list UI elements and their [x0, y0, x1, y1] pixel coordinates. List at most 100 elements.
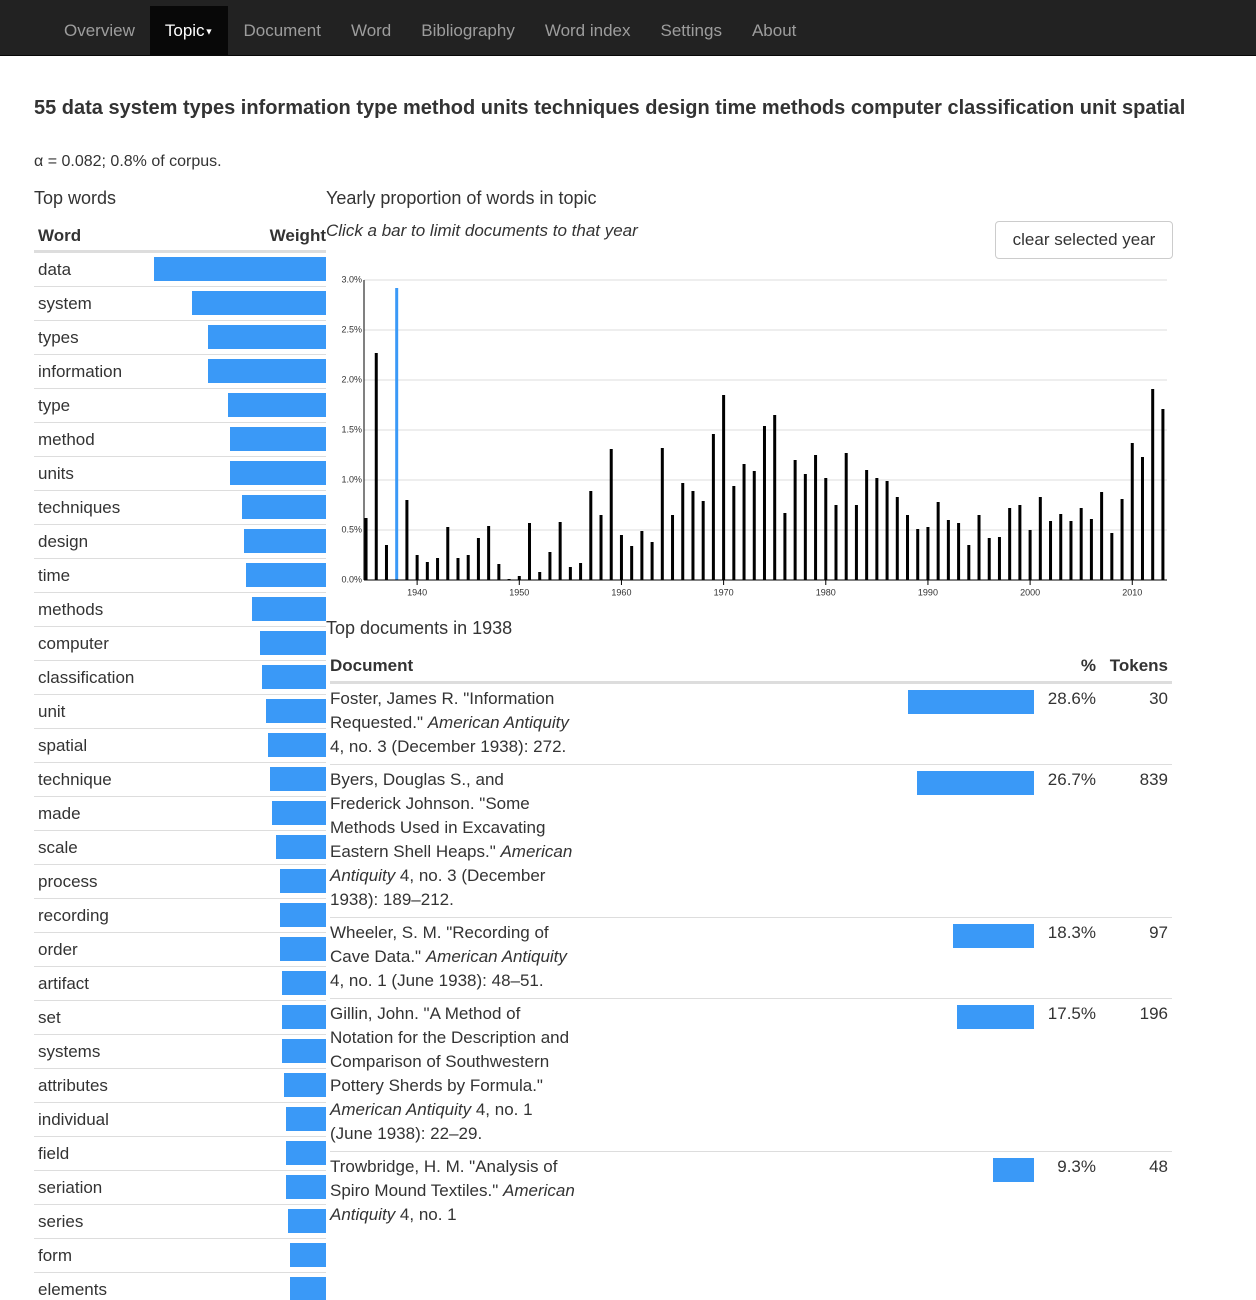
bar[interactable] [660, 448, 664, 580]
word-row[interactable]: time [34, 558, 326, 592]
bar[interactable] [1120, 499, 1124, 580]
bar[interactable] [1151, 389, 1155, 580]
bar[interactable] [446, 527, 450, 580]
bar[interactable] [1038, 497, 1042, 580]
bar[interactable] [364, 518, 368, 580]
bar[interactable] [793, 460, 797, 580]
bar[interactable] [436, 558, 440, 580]
word-row[interactable]: process [34, 864, 326, 898]
bar[interactable] [987, 538, 991, 580]
bar[interactable] [609, 449, 613, 580]
word-row[interactable]: spatial [34, 728, 326, 762]
nav-item[interactable]: Overview [49, 6, 150, 56]
bar[interactable] [558, 522, 562, 580]
word-row[interactable]: data [34, 252, 326, 286]
bar[interactable] [752, 471, 756, 580]
word-row[interactable]: computer [34, 626, 326, 660]
bar[interactable] [1069, 521, 1073, 580]
bar[interactable] [895, 497, 899, 580]
bar[interactable] [1008, 508, 1012, 580]
bar[interactable] [824, 478, 828, 580]
bar[interactable] [528, 523, 532, 580]
bar[interactable] [630, 546, 634, 580]
bar[interactable] [538, 572, 542, 580]
bar[interactable] [1089, 519, 1093, 580]
word-row[interactable]: design [34, 524, 326, 558]
word-row[interactable]: methods [34, 592, 326, 626]
bar[interactable] [783, 513, 787, 580]
nav-item[interactable]: Topic▼ [149, 6, 229, 56]
nav-item[interactable]: Document [228, 6, 335, 56]
bar[interactable] [773, 415, 777, 580]
word-row[interactable]: form [34, 1238, 326, 1272]
bar[interactable] [579, 563, 583, 580]
word-row[interactable]: field [34, 1136, 326, 1170]
word-row[interactable]: classification [34, 660, 326, 694]
bar[interactable] [946, 520, 950, 580]
bar[interactable] [906, 515, 910, 580]
bar[interactable] [814, 455, 818, 580]
word-row[interactable]: order [34, 932, 326, 966]
bar[interactable] [967, 545, 971, 580]
word-row[interactable]: set [34, 1000, 326, 1034]
bar[interactable] [844, 453, 848, 580]
word-row[interactable]: systems [34, 1034, 326, 1068]
bar[interactable] [671, 515, 675, 580]
word-row[interactable]: technique [34, 762, 326, 796]
bar[interactable] [568, 567, 572, 580]
bar[interactable] [762, 426, 766, 580]
word-row[interactable]: method [34, 422, 326, 456]
word-row[interactable]: type [34, 388, 326, 422]
document[interactable]: Foster, James R. "Information Requested.… [330, 687, 575, 759]
word-row[interactable]: individual [34, 1102, 326, 1136]
bar[interactable] [957, 523, 961, 580]
word-row[interactable]: seriation [34, 1170, 326, 1204]
bar[interactable] [589, 491, 593, 580]
bar[interactable] [803, 474, 807, 580]
bar[interactable] [374, 353, 378, 580]
bar[interactable] [650, 542, 654, 580]
bar[interactable] [425, 562, 429, 580]
word-row[interactable]: elements [34, 1272, 326, 1300]
nav-item[interactable]: Settings [646, 6, 737, 56]
bar[interactable] [476, 538, 480, 580]
word-row[interactable]: techniques [34, 490, 326, 524]
nav-item[interactable]: Word [336, 6, 406, 56]
bar[interactable] [1028, 530, 1032, 580]
bar[interactable] [691, 491, 695, 580]
document[interactable]: Gillin, John. "A Method of Notation for … [330, 1002, 575, 1146]
word-row[interactable]: information [34, 354, 326, 388]
bar[interactable] [926, 527, 930, 580]
nav-item[interactable]: Bibliography [406, 6, 530, 56]
word-row[interactable]: recording [34, 898, 326, 932]
bar[interactable] [916, 529, 920, 580]
word-row[interactable]: made [34, 796, 326, 830]
word-row[interactable]: attributes [34, 1068, 326, 1102]
bar[interactable] [732, 486, 736, 580]
bar[interactable] [865, 470, 869, 580]
document[interactable]: Trowbridge, H. M. "Analysis of Spiro Mou… [330, 1155, 575, 1227]
bar[interactable] [681, 483, 685, 580]
document[interactable]: Byers, Douglas S., and Frederick Johnson… [330, 768, 575, 912]
bar[interactable] [456, 558, 460, 580]
word-row[interactable]: series [34, 1204, 326, 1238]
bar[interactable] [487, 526, 491, 580]
bar[interactable] [640, 531, 644, 580]
bar[interactable] [875, 478, 879, 580]
bar[interactable] [1049, 521, 1053, 580]
bar[interactable] [415, 555, 419, 580]
bar[interactable] [466, 555, 470, 580]
word-row[interactable]: units [34, 456, 326, 490]
bar[interactable] [1140, 457, 1144, 580]
word-row[interactable]: system [34, 286, 326, 320]
bar[interactable] [1130, 443, 1134, 580]
bar[interactable] [1110, 533, 1114, 580]
bar[interactable] [834, 505, 838, 580]
bar[interactable] [517, 576, 521, 580]
bar[interactable] [1018, 505, 1022, 580]
bar[interactable] [936, 502, 940, 580]
bar[interactable] [885, 481, 889, 580]
bar[interactable] [854, 505, 858, 580]
bar[interactable] [1161, 409, 1165, 580]
bar[interactable] [1079, 508, 1083, 580]
